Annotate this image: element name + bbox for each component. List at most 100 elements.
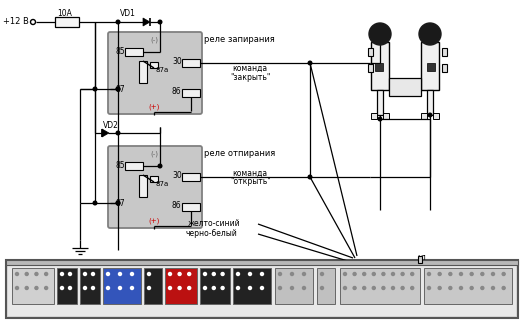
Bar xyxy=(383,113,389,119)
Bar xyxy=(433,113,439,119)
Circle shape xyxy=(363,286,366,290)
Circle shape xyxy=(302,286,306,290)
Text: желто-синий: желто-синий xyxy=(188,218,241,227)
Circle shape xyxy=(427,272,431,275)
Bar xyxy=(8,265,516,316)
Bar xyxy=(371,113,377,119)
Bar xyxy=(150,62,158,68)
Circle shape xyxy=(470,272,473,275)
Bar xyxy=(150,176,158,182)
Text: 85: 85 xyxy=(115,48,124,56)
Circle shape xyxy=(278,286,281,290)
Bar xyxy=(427,90,433,115)
Circle shape xyxy=(401,272,404,275)
Text: (+): (+) xyxy=(148,218,160,224)
Circle shape xyxy=(131,286,133,290)
Text: 87: 87 xyxy=(115,199,124,207)
Circle shape xyxy=(188,272,191,275)
Bar xyxy=(377,90,383,115)
Circle shape xyxy=(344,272,346,275)
Circle shape xyxy=(502,272,505,275)
Circle shape xyxy=(470,286,473,290)
Circle shape xyxy=(35,286,38,290)
Circle shape xyxy=(116,87,120,91)
Bar xyxy=(368,64,373,72)
Text: 87а: 87а xyxy=(156,67,169,73)
Text: (-): (-) xyxy=(150,151,158,157)
Text: 87а: 87а xyxy=(156,181,169,187)
Circle shape xyxy=(203,286,207,290)
Circle shape xyxy=(131,272,133,275)
Circle shape xyxy=(106,272,110,275)
Circle shape xyxy=(61,272,63,275)
Circle shape xyxy=(427,286,431,290)
Circle shape xyxy=(392,272,395,275)
Circle shape xyxy=(382,272,385,275)
Circle shape xyxy=(428,113,432,117)
Text: 86: 86 xyxy=(172,202,182,211)
Circle shape xyxy=(45,272,47,275)
Circle shape xyxy=(45,286,47,290)
Bar xyxy=(371,42,389,90)
Bar xyxy=(12,268,54,304)
Bar xyxy=(144,268,162,304)
Circle shape xyxy=(148,286,151,290)
Circle shape xyxy=(15,272,18,275)
Bar xyxy=(139,175,147,197)
Text: черно-белый: черно-белый xyxy=(185,228,237,237)
Bar xyxy=(418,256,422,263)
Circle shape xyxy=(344,286,346,290)
Circle shape xyxy=(438,286,441,290)
Circle shape xyxy=(106,286,110,290)
Circle shape xyxy=(83,272,86,275)
Circle shape xyxy=(221,272,224,275)
Bar xyxy=(139,61,147,83)
Bar xyxy=(317,268,335,304)
Bar xyxy=(424,268,512,304)
Circle shape xyxy=(203,272,207,275)
Bar xyxy=(375,63,383,71)
Bar xyxy=(442,64,447,72)
Text: VD2: VD2 xyxy=(103,121,119,130)
Text: "открыть": "открыть" xyxy=(230,178,271,187)
Circle shape xyxy=(369,23,391,45)
Circle shape xyxy=(249,272,251,275)
Text: "закрыть": "закрыть" xyxy=(230,73,270,82)
Bar xyxy=(442,48,447,56)
Circle shape xyxy=(119,286,122,290)
Bar xyxy=(421,42,439,90)
Bar xyxy=(340,268,420,304)
Circle shape xyxy=(411,272,414,275)
Bar xyxy=(182,173,200,181)
Circle shape xyxy=(302,272,306,275)
Circle shape xyxy=(481,286,484,290)
Bar xyxy=(421,113,427,119)
Circle shape xyxy=(25,286,28,290)
Bar xyxy=(182,59,200,67)
Circle shape xyxy=(438,272,441,275)
Circle shape xyxy=(363,272,366,275)
Circle shape xyxy=(69,272,72,275)
Bar xyxy=(57,268,77,304)
Circle shape xyxy=(116,201,120,205)
Text: 30: 30 xyxy=(172,171,182,180)
Circle shape xyxy=(411,286,414,290)
Circle shape xyxy=(93,201,97,205)
Text: 85: 85 xyxy=(115,161,124,170)
Circle shape xyxy=(92,286,94,290)
Circle shape xyxy=(290,272,294,275)
Bar xyxy=(80,268,100,304)
Circle shape xyxy=(460,272,463,275)
Circle shape xyxy=(93,87,97,91)
Circle shape xyxy=(308,175,312,179)
Circle shape xyxy=(249,286,251,290)
Circle shape xyxy=(61,286,63,290)
Bar xyxy=(6,260,518,318)
Circle shape xyxy=(460,286,463,290)
Circle shape xyxy=(382,286,385,290)
Circle shape xyxy=(237,286,239,290)
Circle shape xyxy=(320,272,324,275)
Circle shape xyxy=(353,272,356,275)
Circle shape xyxy=(502,286,505,290)
Circle shape xyxy=(158,164,162,168)
